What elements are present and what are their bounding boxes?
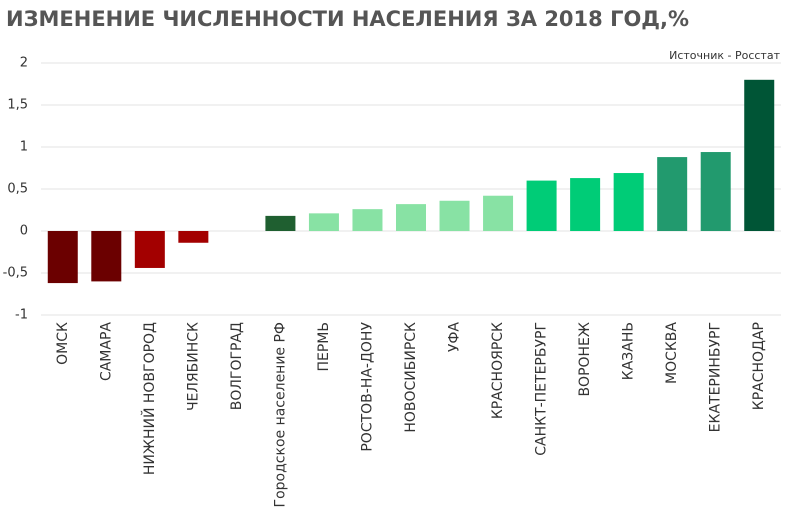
x-tick-label: РОСТОВ-НА-ДОНУ xyxy=(359,322,375,452)
y-tick-label: -0,5 xyxy=(3,266,28,281)
x-tick-label: ВОРОНЕЖ xyxy=(577,322,593,397)
x-tick-label: КАЗАНЬ xyxy=(621,322,637,380)
bar xyxy=(396,204,426,231)
y-tick-label: -1 xyxy=(15,308,28,323)
bar xyxy=(483,195,514,231)
bar xyxy=(657,157,688,231)
bar xyxy=(352,209,383,231)
bar xyxy=(47,231,78,284)
x-tick-label: Городское население РФ xyxy=(272,322,288,507)
x-tick-label: КРАСНОЯРСК xyxy=(490,322,506,419)
x-tick-label: ЧЕЛЯБИНСК xyxy=(185,322,201,411)
x-tick-label: ПЕРМЬ xyxy=(316,322,332,372)
x-tick-label: КРАСНОДАР xyxy=(751,322,767,410)
bar xyxy=(265,215,296,231)
x-tick-label: УФА xyxy=(447,322,463,353)
bar xyxy=(526,180,557,231)
x-tick-label: МОСКВА xyxy=(664,322,680,384)
x-tick-label: САНКТ-ПЕТЕРБУРГ xyxy=(534,322,550,456)
bar xyxy=(178,231,209,243)
x-tick-label: САМАРА xyxy=(98,322,114,381)
bar xyxy=(91,231,122,282)
y-tick-label: 1 xyxy=(20,140,28,155)
x-tick-label: НОВОСИБИРСК xyxy=(403,322,419,433)
x-tick-label: ЕКАТЕРИНБУРГ xyxy=(708,322,724,432)
bar xyxy=(700,152,731,231)
y-tick-label: 0 xyxy=(20,224,28,239)
bar xyxy=(613,173,644,231)
y-tick-label: 2 xyxy=(20,56,28,71)
bar xyxy=(439,200,470,231)
bar xyxy=(570,178,601,231)
source-note: Источник - Росстат xyxy=(669,49,780,62)
x-tick-label: ВОЛГОГРАД xyxy=(229,322,245,410)
x-tick-label: НИЖНИЙ НОВГОРОД xyxy=(140,322,158,475)
bar xyxy=(744,79,775,231)
y-tick-label: 1,5 xyxy=(7,98,28,113)
chart-title: ИЗМЕНЕНИЕ ЧИСЛЕННОСТИ НАСЕЛЕНИЯ ЗА 2018 … xyxy=(6,7,689,31)
bar xyxy=(308,213,339,231)
bar xyxy=(134,231,165,268)
y-tick-label: 0,5 xyxy=(7,182,28,197)
x-tick-label: ОМСК xyxy=(55,322,71,365)
